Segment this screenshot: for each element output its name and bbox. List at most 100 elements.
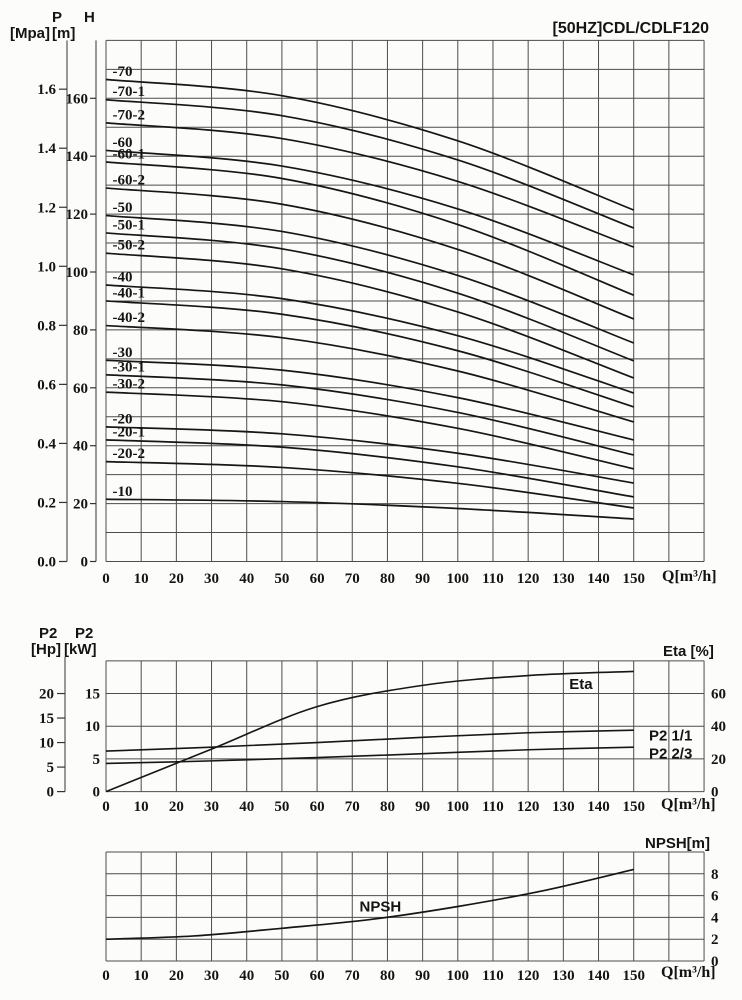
- curve--40-2: [105, 324, 634, 423]
- svg-text:-30-2: -30-2: [113, 377, 146, 393]
- curve--60-1: [105, 161, 635, 296]
- svg-text:8: 8: [711, 867, 719, 883]
- npsh-axis-title: NPSH[m]: [645, 835, 711, 852]
- svg-text:0.2: 0.2: [37, 495, 56, 511]
- svg-text:130: 130: [552, 571, 575, 587]
- svg-text:-20-2: -20-2: [113, 446, 146, 462]
- svg-text:150: 150: [622, 571, 645, 587]
- svg-text:20: 20: [169, 571, 184, 587]
- svg-text:-20: -20: [113, 411, 133, 427]
- svg-text:90: 90: [415, 571, 430, 587]
- svg-text:10: 10: [134, 968, 149, 984]
- curve-P2-1-1: [105, 729, 634, 752]
- svg-text:10: 10: [39, 736, 54, 752]
- svg-text:0: 0: [711, 954, 719, 970]
- svg-text:-70: -70: [113, 64, 133, 80]
- svg-text:0: 0: [81, 555, 89, 571]
- svg-text:1.6: 1.6: [37, 82, 56, 98]
- svg-text:70: 70: [345, 571, 360, 587]
- svg-text:6: 6: [711, 889, 719, 905]
- svg-text:0: 0: [93, 785, 101, 801]
- svg-text:150: 150: [622, 799, 645, 815]
- svg-text:160: 160: [66, 91, 89, 107]
- svg-text:20: 20: [39, 687, 54, 703]
- svg-text:-30: -30: [113, 345, 133, 361]
- svg-text:15: 15: [85, 687, 100, 703]
- p-axis-unit: [Mpa]: [10, 25, 50, 42]
- svg-text:-20-1: -20-1: [113, 424, 146, 440]
- svg-text:5: 5: [47, 760, 55, 776]
- svg-text:10: 10: [134, 799, 149, 815]
- svg-text:40: 40: [239, 799, 254, 815]
- svg-text:100: 100: [447, 571, 470, 587]
- svg-text:80: 80: [380, 571, 395, 587]
- curve--40-1: [105, 300, 634, 408]
- svg-text:1.4: 1.4: [37, 141, 56, 157]
- svg-text:0.6: 0.6: [37, 377, 56, 393]
- svg-text:30: 30: [204, 968, 219, 984]
- svg-text:-40-2: -40-2: [113, 310, 146, 326]
- svg-text:120: 120: [517, 968, 540, 984]
- svg-text:-50-1: -50-1: [113, 217, 146, 233]
- svg-text:100: 100: [447, 968, 470, 984]
- curve--60: [105, 149, 634, 276]
- p2-hp-unit: [Hp]: [31, 641, 61, 658]
- h-axis-title: H: [84, 9, 95, 26]
- curve--30: [105, 359, 634, 441]
- svg-text:140: 140: [587, 968, 610, 984]
- svg-text:-10: -10: [113, 484, 133, 500]
- q-axis-unit-bottom: Q[m³/h]: [661, 964, 716, 981]
- svg-text:2: 2: [711, 932, 719, 948]
- h-axis-unit: [m]: [52, 25, 76, 42]
- p-axis-title: P: [52, 9, 63, 26]
- svg-text:130: 130: [552, 799, 575, 815]
- svg-text:-60: -60: [113, 135, 133, 151]
- svg-text:40: 40: [711, 719, 726, 735]
- svg-text:20: 20: [711, 752, 726, 768]
- svg-text:70: 70: [345, 799, 360, 815]
- svg-text:-50-2: -50-2: [113, 238, 146, 254]
- svg-text:-40: -40: [113, 270, 133, 286]
- svg-text:30: 30: [204, 571, 219, 587]
- svg-text:60: 60: [310, 968, 325, 984]
- curve--10: [105, 498, 634, 520]
- svg-text:110: 110: [482, 571, 504, 587]
- svg-text:120: 120: [66, 207, 89, 223]
- svg-text:0.8: 0.8: [37, 318, 56, 334]
- svg-text:P2 1/1: P2 1/1: [649, 727, 692, 744]
- svg-text:-60-2: -60-2: [113, 173, 146, 189]
- svg-text:10: 10: [134, 571, 149, 587]
- svg-text:100: 100: [447, 799, 470, 815]
- svg-text:110: 110: [482, 799, 504, 815]
- svg-text:140: 140: [66, 149, 89, 165]
- svg-text:0: 0: [102, 799, 110, 815]
- curve--20-2: [105, 460, 634, 509]
- head-chart: 0.00.20.40.60.81.01.21.41.60204060801001…: [37, 39, 705, 587]
- curve--70-2: [105, 122, 634, 248]
- svg-text:NPSH: NPSH: [360, 899, 402, 916]
- svg-text:0.0: 0.0: [37, 555, 56, 571]
- curve--50-1: [105, 232, 635, 362]
- p2-hp-title: P2: [39, 625, 58, 642]
- svg-text:90: 90: [415, 799, 430, 815]
- svg-text:140: 140: [587, 799, 610, 815]
- eta-axis-title: Eta [%]: [663, 643, 714, 660]
- curve-P2-2-3: [105, 746, 634, 765]
- svg-text:0: 0: [102, 968, 110, 984]
- curve--40: [105, 284, 634, 394]
- svg-text:80: 80: [73, 323, 88, 339]
- curve--20: [105, 426, 634, 484]
- svg-text:60: 60: [310, 571, 325, 587]
- chart-title: [50HZ]CDL/CDLF120: [552, 20, 709, 37]
- curve-NPSH: [105, 868, 634, 941]
- q-axis-unit-top: Q[m³/h]: [662, 568, 717, 585]
- curve-Eta: [105, 670, 634, 793]
- p2-kw-unit: [kW]: [64, 641, 97, 658]
- svg-text:5: 5: [93, 752, 101, 768]
- svg-text:20: 20: [169, 968, 184, 984]
- svg-text:80: 80: [380, 968, 395, 984]
- svg-text:60: 60: [310, 799, 325, 815]
